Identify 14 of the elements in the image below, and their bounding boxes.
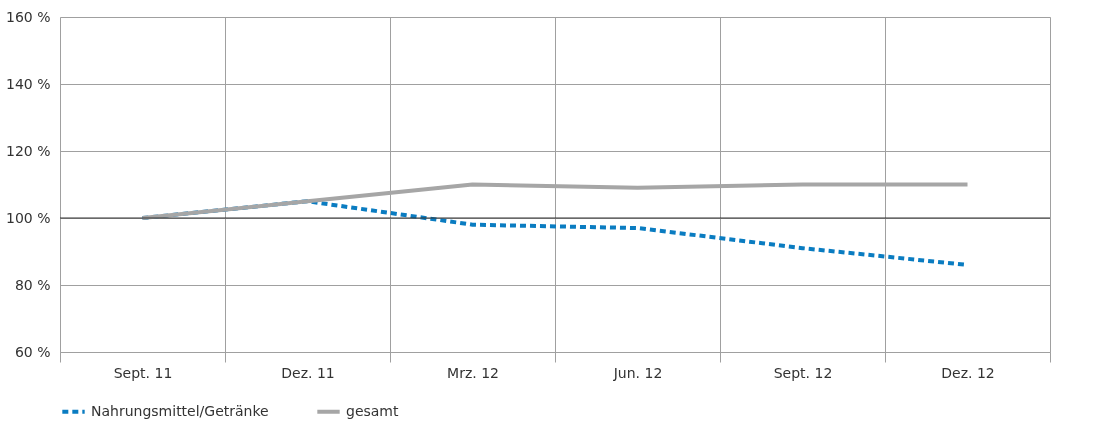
y-tick-label: 60 % (14, 343, 51, 360)
legend-label: Nahrungsmittel/Getränke (91, 402, 269, 419)
x-tick-label: Sept. 12 (773, 364, 833, 381)
x-tick-label: Jun. 12 (612, 364, 663, 381)
x-tick-label: Sept. 11 (113, 364, 173, 381)
y-tick-label: 140 % (6, 75, 51, 92)
y-tick-label: 100 % (6, 209, 51, 226)
y-tick-label: 80 % (14, 276, 51, 293)
legend-label: gesamt (346, 402, 400, 419)
x-tick-label: Dez. 11 (281, 364, 335, 381)
x-tick-label: Dez. 12 (941, 364, 995, 381)
y-tick-label: 160 % (6, 8, 51, 25)
y-tick-label: 120 % (6, 142, 51, 159)
x-tick-label: Mrz. 12 (447, 364, 499, 381)
